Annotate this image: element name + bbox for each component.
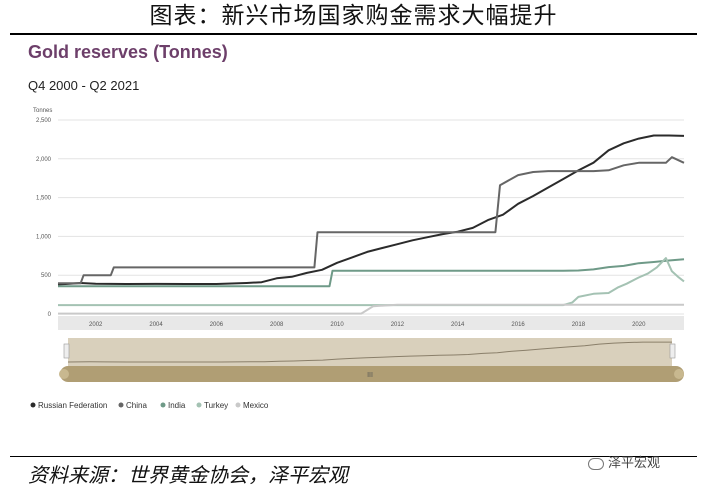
legend-item-label[interactable]: Turkey xyxy=(204,401,228,410)
navigator-series-line xyxy=(67,341,672,363)
x-tick-label: 2008 xyxy=(270,322,284,328)
series-line-mexico[interactable] xyxy=(58,303,684,315)
series-lines xyxy=(57,134,685,315)
y-tick-label: 2,500 xyxy=(36,118,52,124)
grid-lines xyxy=(58,119,684,315)
series-line-india[interactable] xyxy=(58,258,685,288)
legend-item-label[interactable]: Mexico xyxy=(243,401,269,410)
x-axis: 2002 2004 2006 2008 2010 2012 2014 2016 2018 2020 xyxy=(89,322,646,328)
navigator-left-handle[interactable] xyxy=(63,343,70,359)
y-tick-label: 1,500 xyxy=(36,196,52,202)
x-tick-label: 2016 xyxy=(511,322,525,328)
navigator-background xyxy=(68,338,672,366)
x-tick-label: 2006 xyxy=(210,322,224,328)
navigator-right-handle[interactable] xyxy=(669,343,676,359)
navigator-scrollbar[interactable] xyxy=(60,366,684,382)
series-line-china[interactable] xyxy=(58,156,685,285)
legend-item-label[interactable]: India xyxy=(168,401,186,410)
range-navigator[interactable]: III xyxy=(59,338,684,382)
legend-marker xyxy=(30,402,36,408)
scroll-left-arrow[interactable] xyxy=(59,369,69,379)
legend-marker xyxy=(160,402,166,408)
watermark: 泽平宏观 xyxy=(588,452,660,471)
legend-marker xyxy=(196,402,202,408)
watermark-label: 泽平宏观 xyxy=(608,456,661,471)
top-rule xyxy=(10,33,697,35)
y-tick-label: 1,000 xyxy=(36,234,52,240)
x-tick-label: 2010 xyxy=(330,322,344,328)
x-tick-label: 2002 xyxy=(89,322,103,328)
gold-reserves-chart: 0 500 1,000 1,500 2,000 2,500 Tonnes 2002 2004… xyxy=(30,108,685,410)
series-line-russian-federation[interactable] xyxy=(57,134,685,286)
y-tick-label: 500 xyxy=(41,273,52,279)
y-tick-label: 2,000 xyxy=(36,157,52,163)
legend-marker xyxy=(118,402,124,408)
legend-item-label[interactable]: China xyxy=(126,401,147,410)
figure-title: 图表：新兴市场国家购金需求大幅提升 xyxy=(149,3,558,29)
x-tick-label: 2018 xyxy=(572,322,586,328)
x-tick-label: 2012 xyxy=(391,322,405,328)
chart-subtitle: Q4 2000 - Q2 2021 xyxy=(28,78,140,93)
x-tick-label: 2004 xyxy=(149,322,163,328)
y-tick-label: 0 xyxy=(48,312,52,318)
scrollbar-grip: III xyxy=(367,372,373,379)
chart-title: Gold reserves (Tonnes) xyxy=(28,42,228,62)
x-tick-label: 2020 xyxy=(632,322,646,328)
y-axis-label: Tonnes xyxy=(33,108,52,114)
y-axis: 0 500 1,000 1,500 2,000 2,500 xyxy=(36,118,52,318)
x-tick-label: 2014 xyxy=(451,322,465,328)
legend-marker xyxy=(235,402,241,408)
scroll-right-arrow[interactable] xyxy=(674,369,684,379)
legend-item-label[interactable]: Russian Federation xyxy=(38,401,107,410)
wechat-icon xyxy=(588,457,604,470)
legend: Russian Federation China India Turkey Mexico xyxy=(30,401,269,410)
series-line-turkey[interactable] xyxy=(58,257,685,307)
source-note: 资料来源：世界黄金协会，泽平宏观 xyxy=(28,463,348,487)
bottom-rule xyxy=(10,456,697,457)
x-axis-band xyxy=(58,316,684,330)
